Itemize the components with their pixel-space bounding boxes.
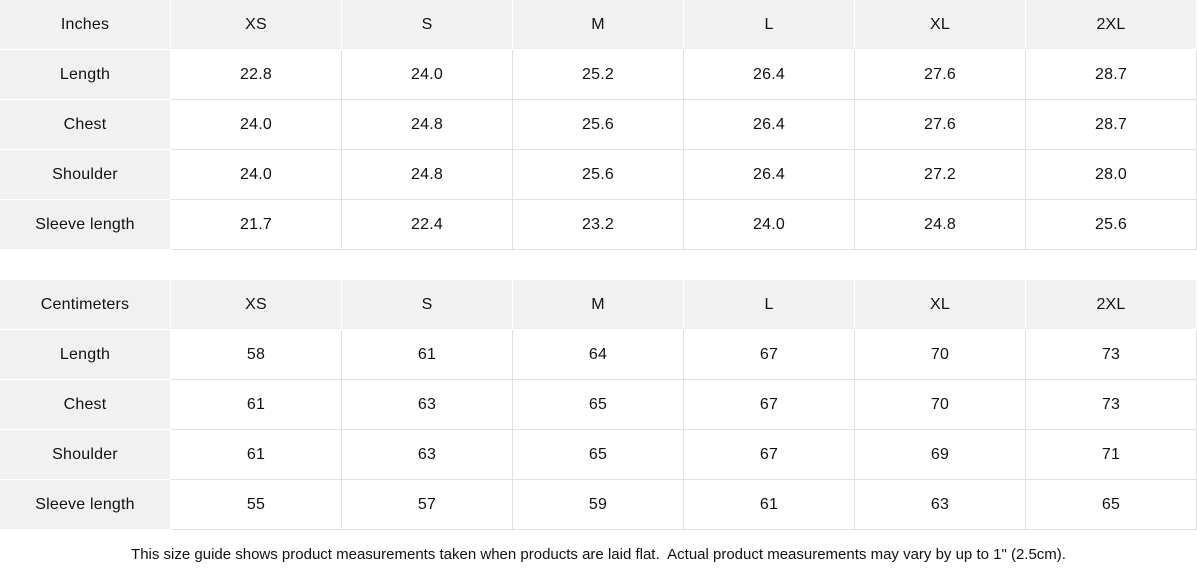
measurement-value: 25.6 <box>513 150 684 200</box>
measurement-value: 26.4 <box>684 150 855 200</box>
measurement-value: 25.2 <box>513 50 684 100</box>
measurement-value: 65 <box>513 380 684 430</box>
measurement-value: 22.8 <box>171 50 342 100</box>
measurement-value: 24.8 <box>342 150 513 200</box>
measurement-value: 61 <box>342 330 513 380</box>
row-label-length: Length <box>0 50 171 100</box>
table-row: Chest 61 63 65 67 70 73 <box>0 380 1197 430</box>
table-row: Length 22.8 24.0 25.2 26.4 27.6 28.7 <box>0 50 1197 100</box>
measurement-value: 71 <box>1026 430 1197 480</box>
table-row: Length 58 61 64 67 70 73 <box>0 330 1197 380</box>
size-header-s: S <box>342 0 513 50</box>
measurement-value: 63 <box>342 380 513 430</box>
size-guide-footnote: This size guide shows product measuremen… <box>0 530 1197 579</box>
measurement-value: 67 <box>684 380 855 430</box>
table-gap <box>0 250 1197 280</box>
measurement-value: 26.4 <box>684 100 855 150</box>
measurement-value: 70 <box>855 380 1026 430</box>
measurement-value: 21.7 <box>171 200 342 250</box>
table-row: Sleeve length 21.7 22.4 23.2 24.0 24.8 2… <box>0 200 1197 250</box>
measurement-value: 61 <box>171 380 342 430</box>
measurement-value: 59 <box>513 480 684 530</box>
size-header-xs: XS <box>171 0 342 50</box>
measurement-value: 24.8 <box>855 200 1026 250</box>
size-header-row: Inches XS S M L XL 2XL <box>0 0 1197 50</box>
measurement-value: 73 <box>1026 330 1197 380</box>
centimeters-table: Centimeters XS S M L XL 2XL Length 58 61… <box>0 280 1197 530</box>
size-header-xl: XL <box>855 280 1026 330</box>
table-row: Sleeve length 55 57 59 61 63 65 <box>0 480 1197 530</box>
measurement-value: 73 <box>1026 380 1197 430</box>
measurement-value: 58 <box>171 330 342 380</box>
measurement-value: 63 <box>342 430 513 480</box>
measurement-value: 69 <box>855 430 1026 480</box>
measurement-value: 24.0 <box>171 150 342 200</box>
measurement-value: 70 <box>855 330 1026 380</box>
measurement-value: 24.0 <box>684 200 855 250</box>
measurement-value: 27.6 <box>855 100 1026 150</box>
measurement-value: 26.4 <box>684 50 855 100</box>
measurement-value: 25.6 <box>513 100 684 150</box>
measurement-value: 24.0 <box>342 50 513 100</box>
table-row: Shoulder 24.0 24.8 25.6 26.4 27.2 28.0 <box>0 150 1197 200</box>
measurement-value: 57 <box>342 480 513 530</box>
measurement-value: 24.0 <box>171 100 342 150</box>
measurement-value: 55 <box>171 480 342 530</box>
measurement-value: 25.6 <box>1026 200 1197 250</box>
measurement-value: 28.7 <box>1026 50 1197 100</box>
size-header-row: Centimeters XS S M L XL 2XL <box>0 280 1197 330</box>
size-header-2xl: 2XL <box>1026 280 1197 330</box>
size-header-s: S <box>342 280 513 330</box>
measurement-value: 64 <box>513 330 684 380</box>
measurement-value: 28.0 <box>1026 150 1197 200</box>
measurement-value: 28.7 <box>1026 100 1197 150</box>
measurement-value: 63 <box>855 480 1026 530</box>
row-label-length: Length <box>0 330 171 380</box>
size-header-2xl: 2XL <box>1026 0 1197 50</box>
row-label-sleeve-length: Sleeve length <box>0 200 171 250</box>
measurement-value: 65 <box>513 430 684 480</box>
size-header-xl: XL <box>855 0 1026 50</box>
measurement-value: 22.4 <box>342 200 513 250</box>
size-header-m: M <box>513 280 684 330</box>
unit-label-inches: Inches <box>0 0 171 50</box>
measurement-value: 27.6 <box>855 50 1026 100</box>
row-label-shoulder: Shoulder <box>0 430 171 480</box>
measurement-value: 65 <box>1026 480 1197 530</box>
measurement-value: 67 <box>684 330 855 380</box>
measurement-value: 61 <box>171 430 342 480</box>
unit-label-centimeters: Centimeters <box>0 280 171 330</box>
measurement-value: 24.8 <box>342 100 513 150</box>
size-header-xs: XS <box>171 280 342 330</box>
table-row: Shoulder 61 63 65 67 69 71 <box>0 430 1197 480</box>
size-header-m: M <box>513 0 684 50</box>
table-row: Chest 24.0 24.8 25.6 26.4 27.6 28.7 <box>0 100 1197 150</box>
row-label-chest: Chest <box>0 100 171 150</box>
measurement-value: 23.2 <box>513 200 684 250</box>
size-header-l: L <box>684 280 855 330</box>
row-label-sleeve-length: Sleeve length <box>0 480 171 530</box>
inches-table: Inches XS S M L XL 2XL Length 22.8 24.0 … <box>0 0 1197 250</box>
measurement-value: 61 <box>684 480 855 530</box>
row-label-shoulder: Shoulder <box>0 150 171 200</box>
row-label-chest: Chest <box>0 380 171 430</box>
measurement-value: 67 <box>684 430 855 480</box>
measurement-value: 27.2 <box>855 150 1026 200</box>
size-header-l: L <box>684 0 855 50</box>
